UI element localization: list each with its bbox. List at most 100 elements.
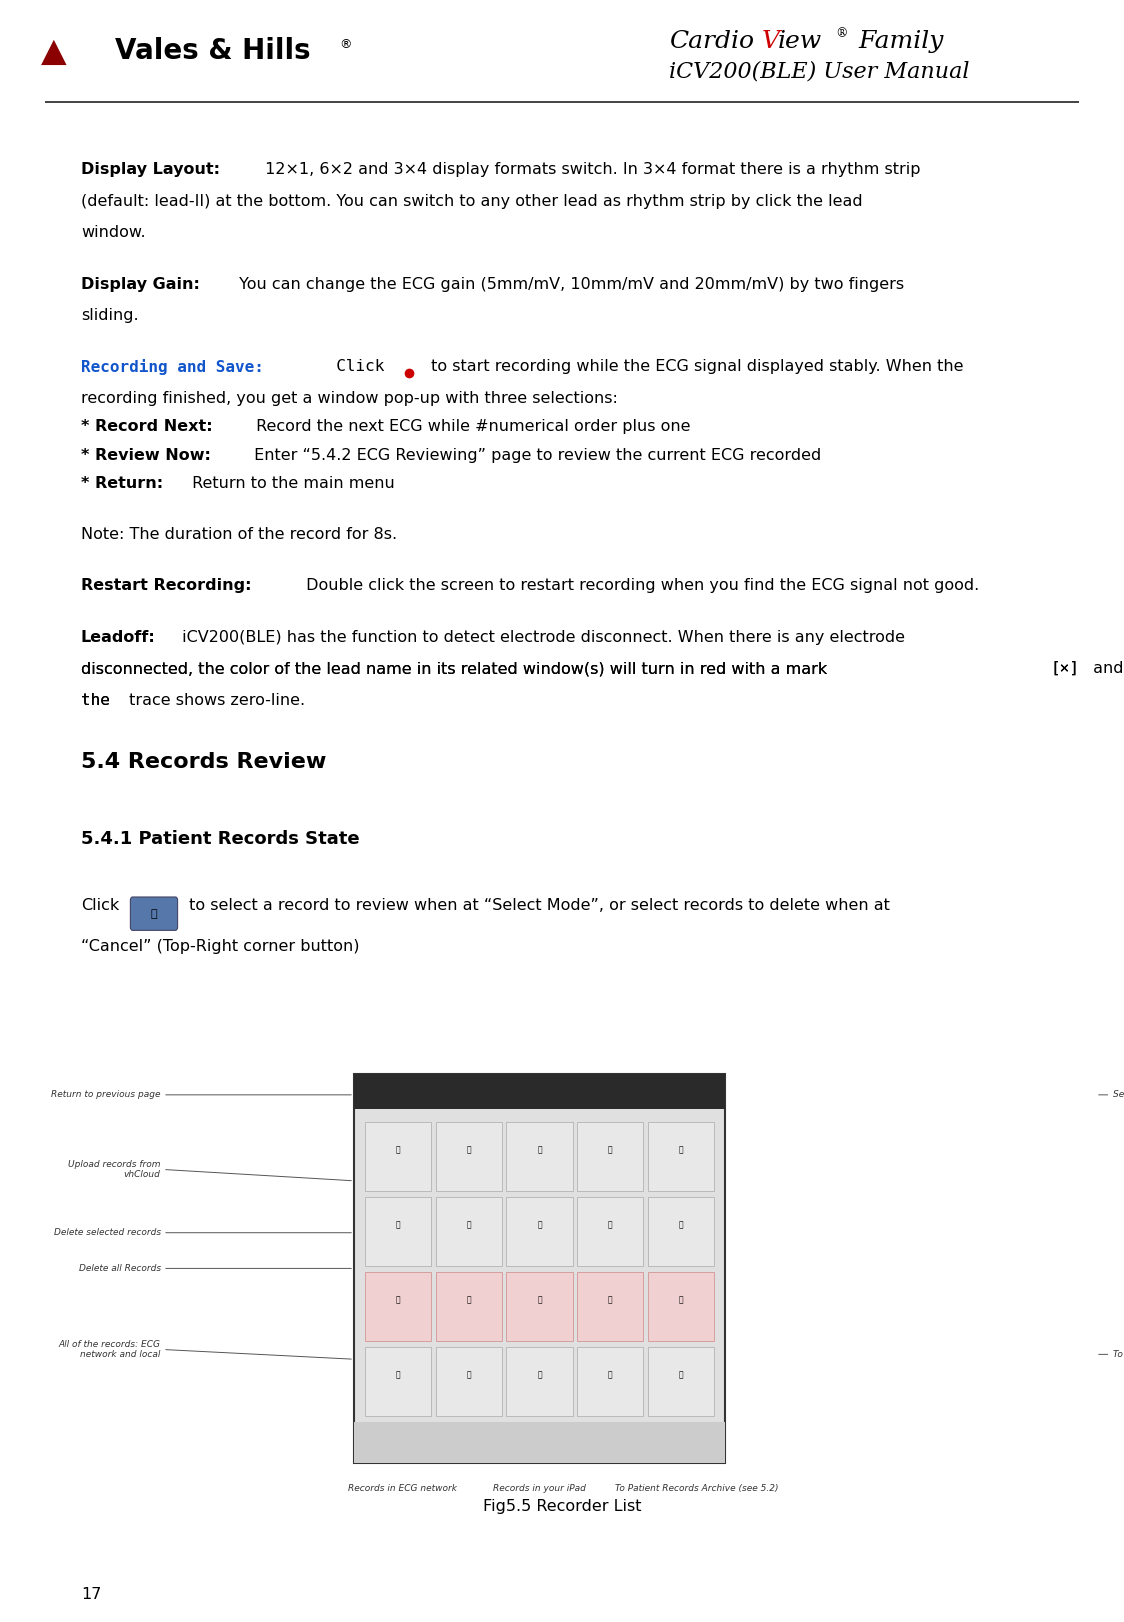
Bar [577, 1272, 643, 1341]
Text: Upload records from
vhCloud: Upload records from vhCloud [69, 1160, 161, 1179]
Text: the: the [81, 693, 110, 707]
Text: To ECG Recording (see 5.4): To ECG Recording (see 5.4) [1113, 1350, 1124, 1359]
Bar [577, 1348, 643, 1416]
Text: Note: The duration of the record for 8s.: Note: The duration of the record for 8s. [81, 527, 397, 542]
Text: “Cancel” (Top-Right corner button): “Cancel” (Top-Right corner button) [81, 939, 360, 954]
Text: trace shows zero-line.: trace shows zero-line. [124, 693, 305, 707]
Text: [×]: [×] [1051, 662, 1079, 676]
Text: Record the next ECG while #numerical order plus one: Record the next ECG while #numerical ord… [251, 420, 690, 435]
Text: 👤: 👤 [396, 1296, 400, 1304]
Bar [354, 1074, 725, 1109]
Text: recording finished, you get a window pop-up with three selections:: recording finished, you get a window pop… [81, 391, 618, 406]
Text: Delete all Records: Delete all Records [79, 1264, 161, 1273]
Text: (default: lead-II) at the bottom. You can switch to any other lead as rhythm str: (default: lead-II) at the bottom. You ca… [81, 193, 862, 209]
Text: 👤: 👤 [537, 1371, 542, 1379]
Text: 👤: 👤 [466, 1296, 471, 1304]
Text: Return to previous page: Return to previous page [52, 1090, 161, 1100]
Text: and: and [1088, 662, 1123, 676]
Text: 👤: 👤 [396, 1145, 400, 1155]
Text: 👤: 👤 [608, 1220, 613, 1229]
Text: window.: window. [81, 225, 145, 240]
Bar [365, 1348, 432, 1416]
FancyBboxPatch shape [354, 1074, 725, 1463]
Text: 👤: 👤 [537, 1296, 542, 1304]
Text: 👤: 👤 [466, 1371, 471, 1379]
Bar [507, 1122, 572, 1191]
Text: 👤: 👤 [608, 1296, 613, 1304]
Bar [577, 1122, 643, 1191]
Text: ▲: ▲ [42, 34, 66, 68]
Bar [507, 1272, 572, 1341]
Text: 👤: 👤 [466, 1145, 471, 1155]
Text: Leadoff:: Leadoff: [81, 629, 156, 644]
Text: 12×1, 6×2 and 3×4 display formats switch. In 3×4 format there is a rhythm strip: 12×1, 6×2 and 3×4 display formats switch… [261, 162, 921, 177]
Bar [436, 1122, 502, 1191]
Bar [436, 1272, 502, 1341]
Text: ®: ® [339, 37, 352, 52]
Text: iCV200(BLE) User Manual: iCV200(BLE) User Manual [669, 60, 969, 83]
Text: Delete selected records: Delete selected records [54, 1228, 161, 1238]
Text: Fig5.5 Recorder List: Fig5.5 Recorder List [482, 1499, 642, 1513]
Text: Display Gain:: Display Gain: [81, 276, 200, 292]
Text: iew: iew [778, 29, 822, 54]
Text: to start recording while the ECG signal displayed stably. When the: to start recording while the ECG signal … [426, 358, 963, 375]
Text: You can change the ECG gain (5mm/mV, 10mm/mV and 20mm/mV) by two fingers: You can change the ECG gain (5mm/mV, 10m… [234, 276, 905, 292]
Bar [354, 1422, 725, 1463]
Text: Click: Click [317, 358, 384, 375]
Text: Cardio: Cardio [669, 29, 754, 54]
Bar [436, 1197, 502, 1265]
Bar [507, 1197, 572, 1265]
Text: 👤: 👤 [608, 1371, 613, 1379]
Text: 👤: 👤 [537, 1220, 542, 1229]
Text: Select Mode or Cancel: Select Mode or Cancel [1113, 1090, 1124, 1100]
Text: sliding.: sliding. [81, 308, 138, 323]
Text: Return to the main menu: Return to the main menu [187, 477, 395, 491]
Text: Family: Family [851, 29, 943, 54]
Text: * Record Next:: * Record Next: [81, 420, 212, 435]
Text: 👤: 👤 [396, 1220, 400, 1229]
Text: * Return:: * Return: [81, 477, 163, 491]
Text: Click: Click [81, 899, 119, 913]
Text: 5.4.1 Patient Records State: 5.4.1 Patient Records State [81, 830, 360, 848]
Bar [436, 1348, 502, 1416]
Text: to select a record to review when at “Select Mode”, or select records to delete : to select a record to review when at “Se… [184, 899, 890, 913]
Bar [647, 1197, 714, 1265]
Text: * Review Now:: * Review Now: [81, 448, 211, 462]
Text: V: V [762, 29, 780, 54]
Text: Vales & Hills: Vales & Hills [115, 37, 310, 65]
Text: Records in ECG network: Records in ECG network [348, 1484, 456, 1494]
Bar [365, 1197, 432, 1265]
Bar [365, 1122, 432, 1191]
Text: 17: 17 [81, 1586, 101, 1603]
Text: disconnected, the color of the lead name in its related window(s) will turn in r: disconnected, the color of the lead name… [81, 662, 832, 676]
Text: 👤: 👤 [396, 1371, 400, 1379]
Text: Recording and Save:: Recording and Save: [81, 358, 264, 375]
Text: 👤: 👤 [608, 1145, 613, 1155]
FancyBboxPatch shape [130, 897, 178, 931]
Text: Enter “5.4.2 ECG Reviewing” page to review the current ECG recorded: Enter “5.4.2 ECG Reviewing” page to revi… [248, 448, 821, 462]
Text: Double click the screen to restart recording when you find the ECG signal not go: Double click the screen to restart recor… [301, 579, 979, 594]
Text: 👤: 👤 [679, 1371, 683, 1379]
Text: 👤: 👤 [537, 1145, 542, 1155]
Text: Display Layout:: Display Layout: [81, 162, 220, 177]
Text: 👤: 👤 [679, 1220, 683, 1229]
Bar [647, 1272, 714, 1341]
Text: Records in your iPad: Records in your iPad [493, 1484, 586, 1494]
Bar [647, 1348, 714, 1416]
Text: ®: ® [835, 26, 847, 41]
Bar [577, 1197, 643, 1265]
Text: the: the [81, 693, 110, 707]
Text: disconnected, the color of the lead name in its related window(s) will turn in r: disconnected, the color of the lead name… [81, 662, 832, 676]
Text: iCV200(BLE) has the function to detect electrode disconnect. When there is any e: iCV200(BLE) has the function to detect e… [178, 629, 905, 644]
Text: Restart Recording:: Restart Recording: [81, 579, 252, 594]
Text: To Patient Records Archive (see 5.2): To Patient Records Archive (see 5.2) [615, 1484, 779, 1494]
Bar [507, 1348, 572, 1416]
Text: 👤: 👤 [466, 1220, 471, 1229]
Text: 👤: 👤 [679, 1296, 683, 1304]
Text: 5.4 Records Review: 5.4 Records Review [81, 753, 326, 772]
Text: [×]: [×] [1051, 662, 1079, 676]
Bar [365, 1272, 432, 1341]
Bar [647, 1122, 714, 1191]
Text: 👤: 👤 [679, 1145, 683, 1155]
Text: All of the records: ECG
network and local: All of the records: ECG network and loca… [58, 1340, 161, 1359]
